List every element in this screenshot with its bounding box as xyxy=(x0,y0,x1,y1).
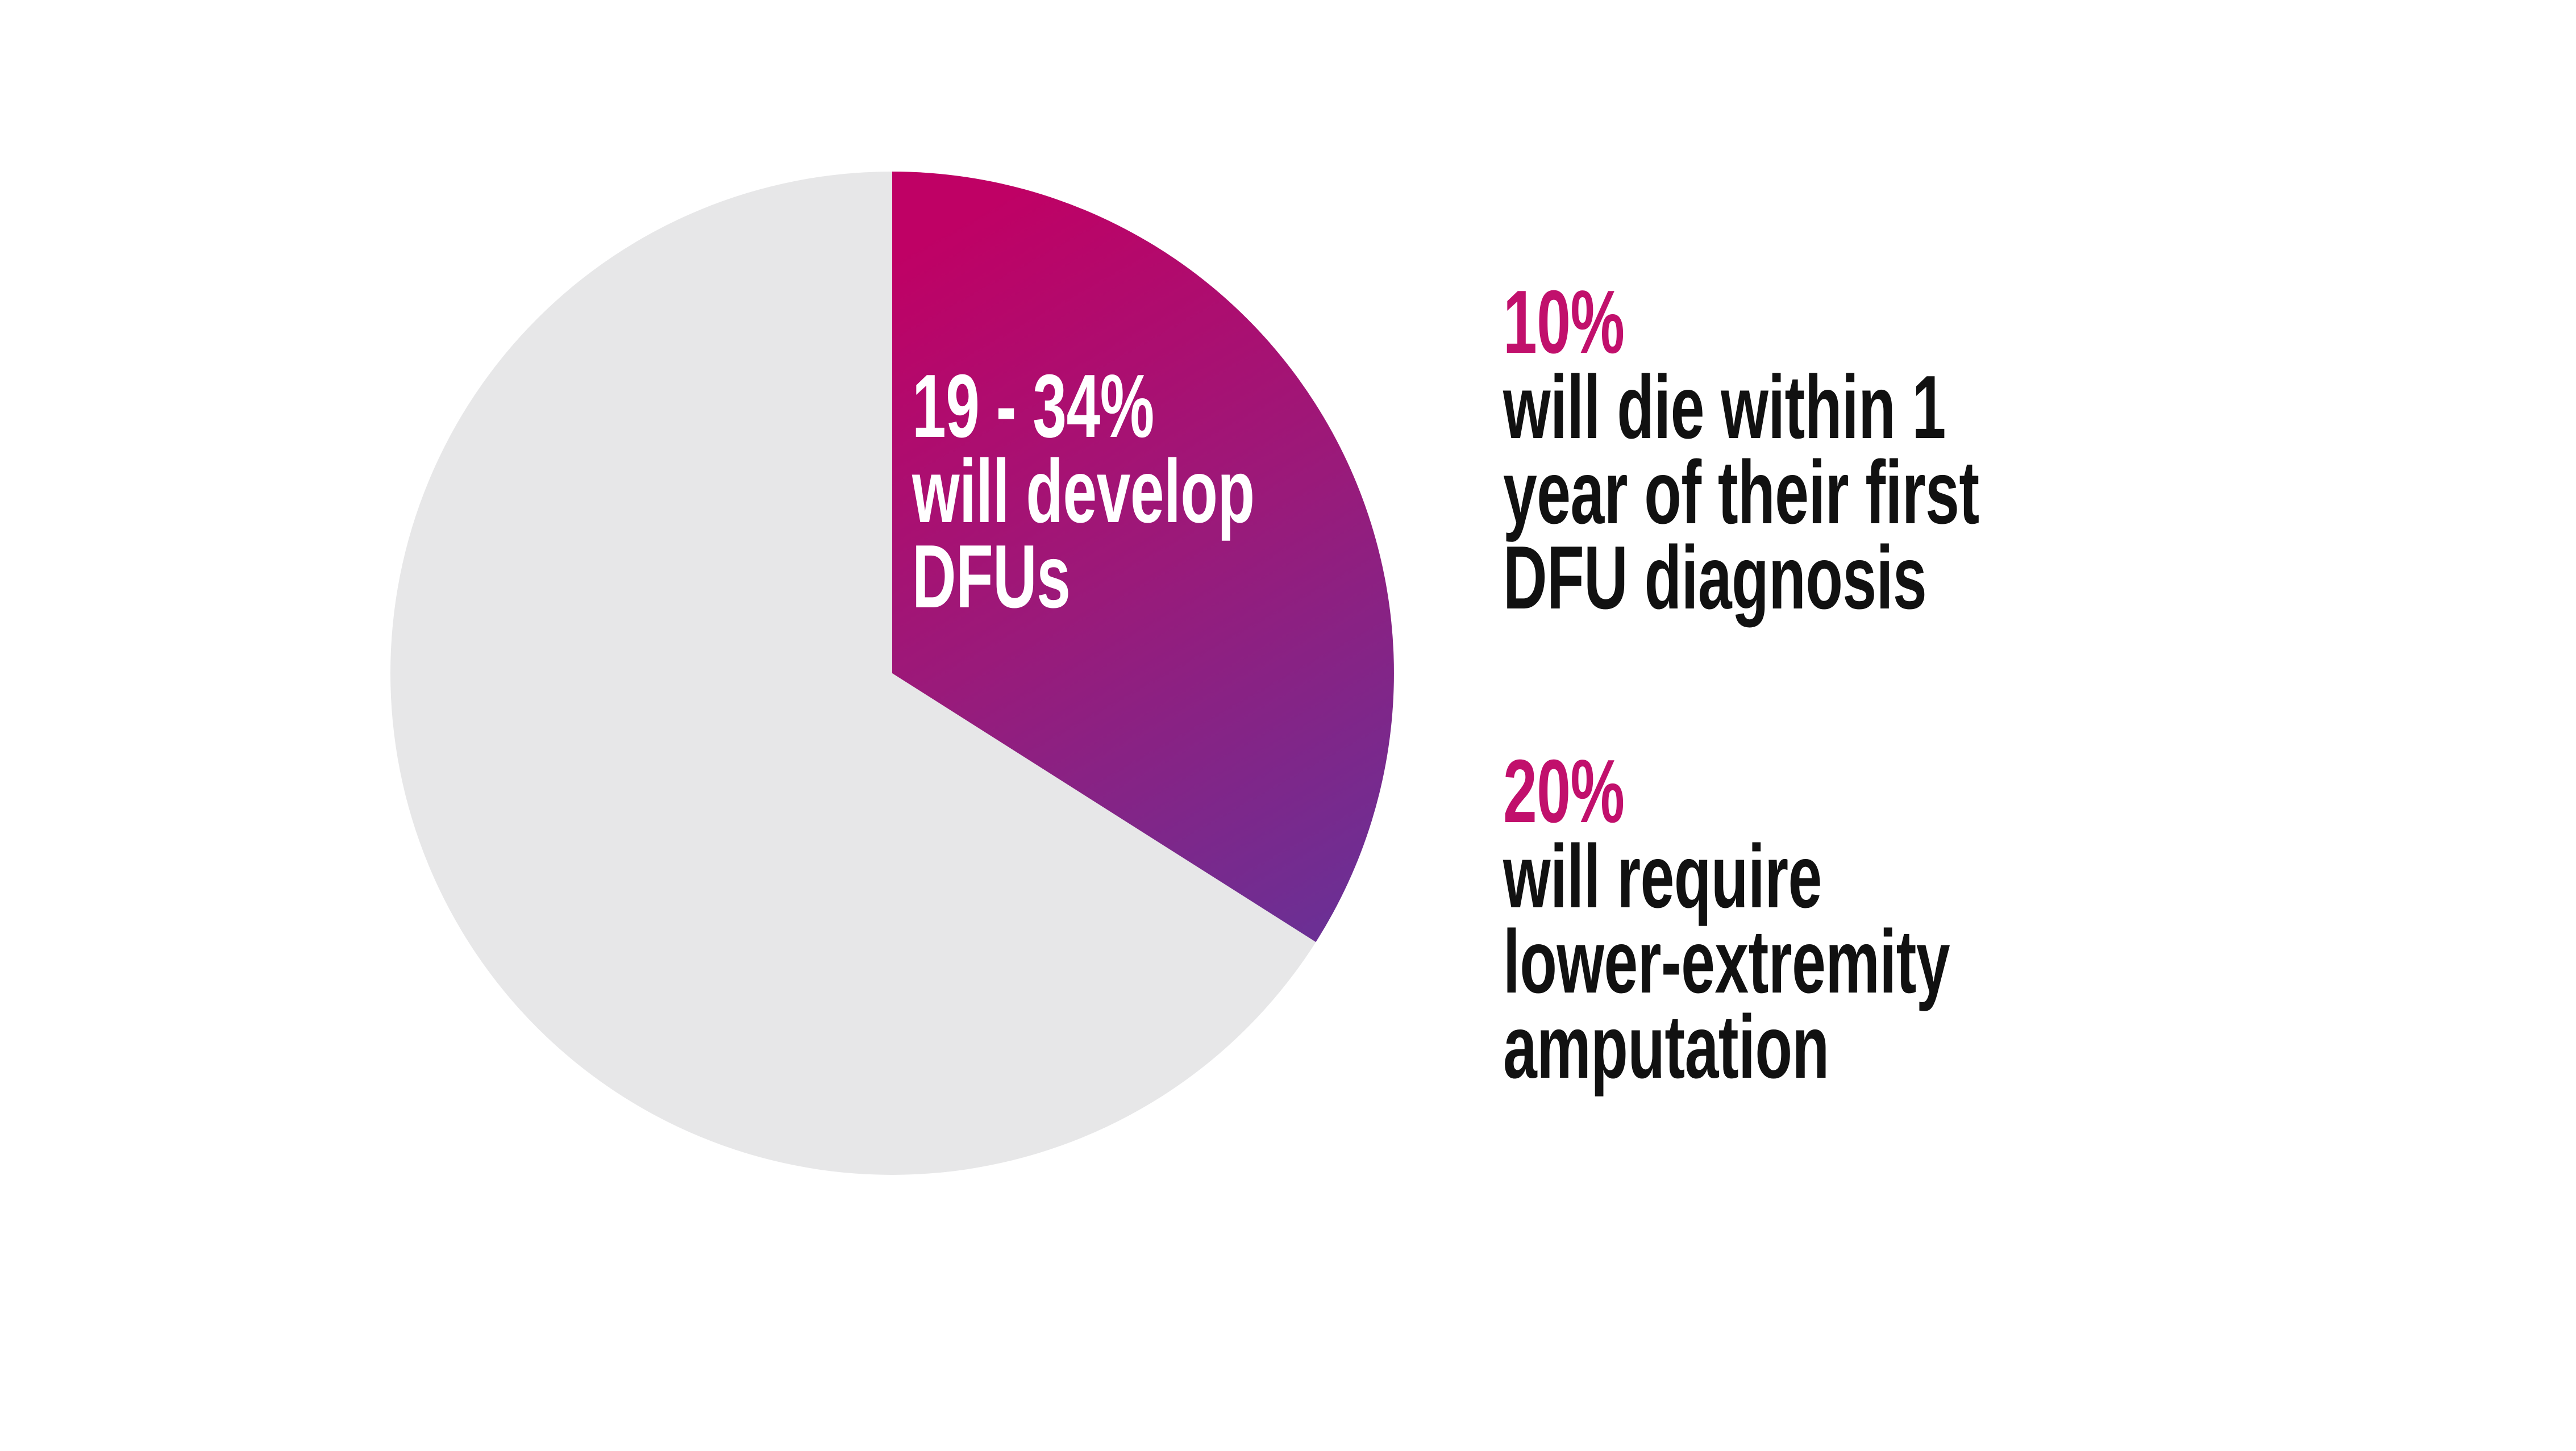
stat-text-line: will die within 1 xyxy=(1503,357,1946,457)
stat-amputation: 20% will require lower-extremity amputat… xyxy=(1503,741,1950,1097)
pie-highlight-slice xyxy=(892,172,1394,943)
slice-label-line: DFUs xyxy=(912,527,1071,627)
stat-text-line: will require xyxy=(1503,827,1822,927)
stat-dfu-mortality: 10% will die within 1 year of their firs… xyxy=(1503,272,1979,628)
slice-label-line: 19 - 34% xyxy=(912,356,1154,456)
stat-percent: 10% xyxy=(1503,272,1625,372)
slice-label-line: will develop xyxy=(912,441,1255,541)
stat-text-line: DFU diagnosis xyxy=(1503,528,1927,628)
stat-text-line: lower-extremity xyxy=(1503,912,1950,1012)
pie-slice-label: 19 - 34% will develop DFUs xyxy=(912,356,1255,627)
stat-text-line: amputation xyxy=(1503,997,1829,1097)
stat-percent: 20% xyxy=(1503,741,1625,841)
stat-text-line: year of their first xyxy=(1503,443,1979,543)
